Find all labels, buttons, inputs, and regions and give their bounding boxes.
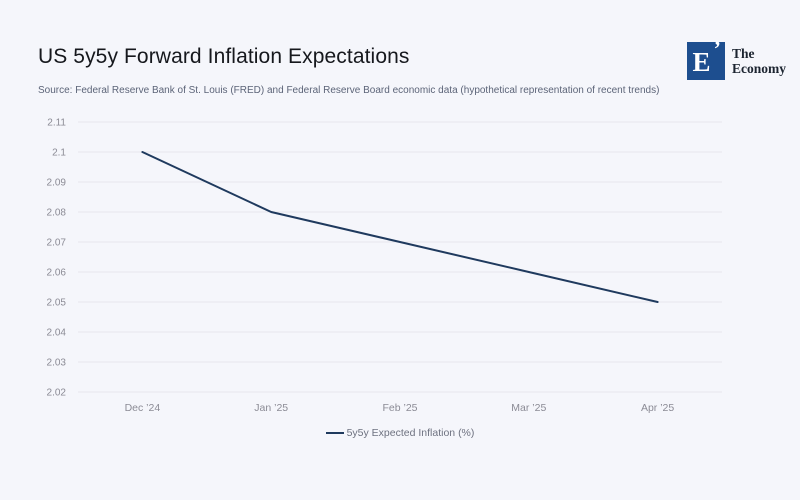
y-tick-label: 2.05 [47,298,67,309]
logo: E ’ The Economy [687,38,786,80]
page-title: US 5y5y Forward Inflation Expectations [38,45,410,68]
y-tick-label: 2.07 [47,238,67,249]
y-tick-label: 2.08 [47,208,67,219]
source-note: Source: Federal Reserve Bank of St. Loui… [38,85,660,96]
line-chart: 2.11 2.1 2.09 2.08 2.07 2.06 2.05 2.04 2.03 2.02 D… [47,118,722,414]
logo-mark-icon: E ’ [687,38,725,80]
logo-name-line1: The [732,46,755,61]
logo-letter: E [692,47,711,77]
x-tick-label: Mar ’25 [511,402,546,414]
y-tick-label: 2.11 [47,118,66,129]
x-tick-label: Dec ’24 [125,402,161,414]
chart-legend: 5y5y Expected Inflation (%) [0,427,800,439]
series-line [141,151,659,303]
y-tick-label: 2.03 [47,358,67,369]
y-tick-label: 2.02 [47,388,67,399]
x-tick-label: Apr ’25 [641,402,674,414]
y-tick-label: 2.09 [47,178,67,189]
logo-name-line2: Economy [732,60,786,76]
x-tick-label: Feb ’25 [382,402,417,414]
legend-label: 5y5y Expected Inflation (%) [346,427,475,439]
legend-line-swatch [325,431,344,435]
logo-accent-icon: ’ [713,36,721,61]
y-tick-label: 2.1 [52,148,66,159]
x-tick-label: Jan ’25 [254,402,288,414]
y-tick-label: 2.04 [47,328,67,339]
y-tick-label: 2.06 [47,268,67,279]
logo-name: The Economy [732,42,786,76]
